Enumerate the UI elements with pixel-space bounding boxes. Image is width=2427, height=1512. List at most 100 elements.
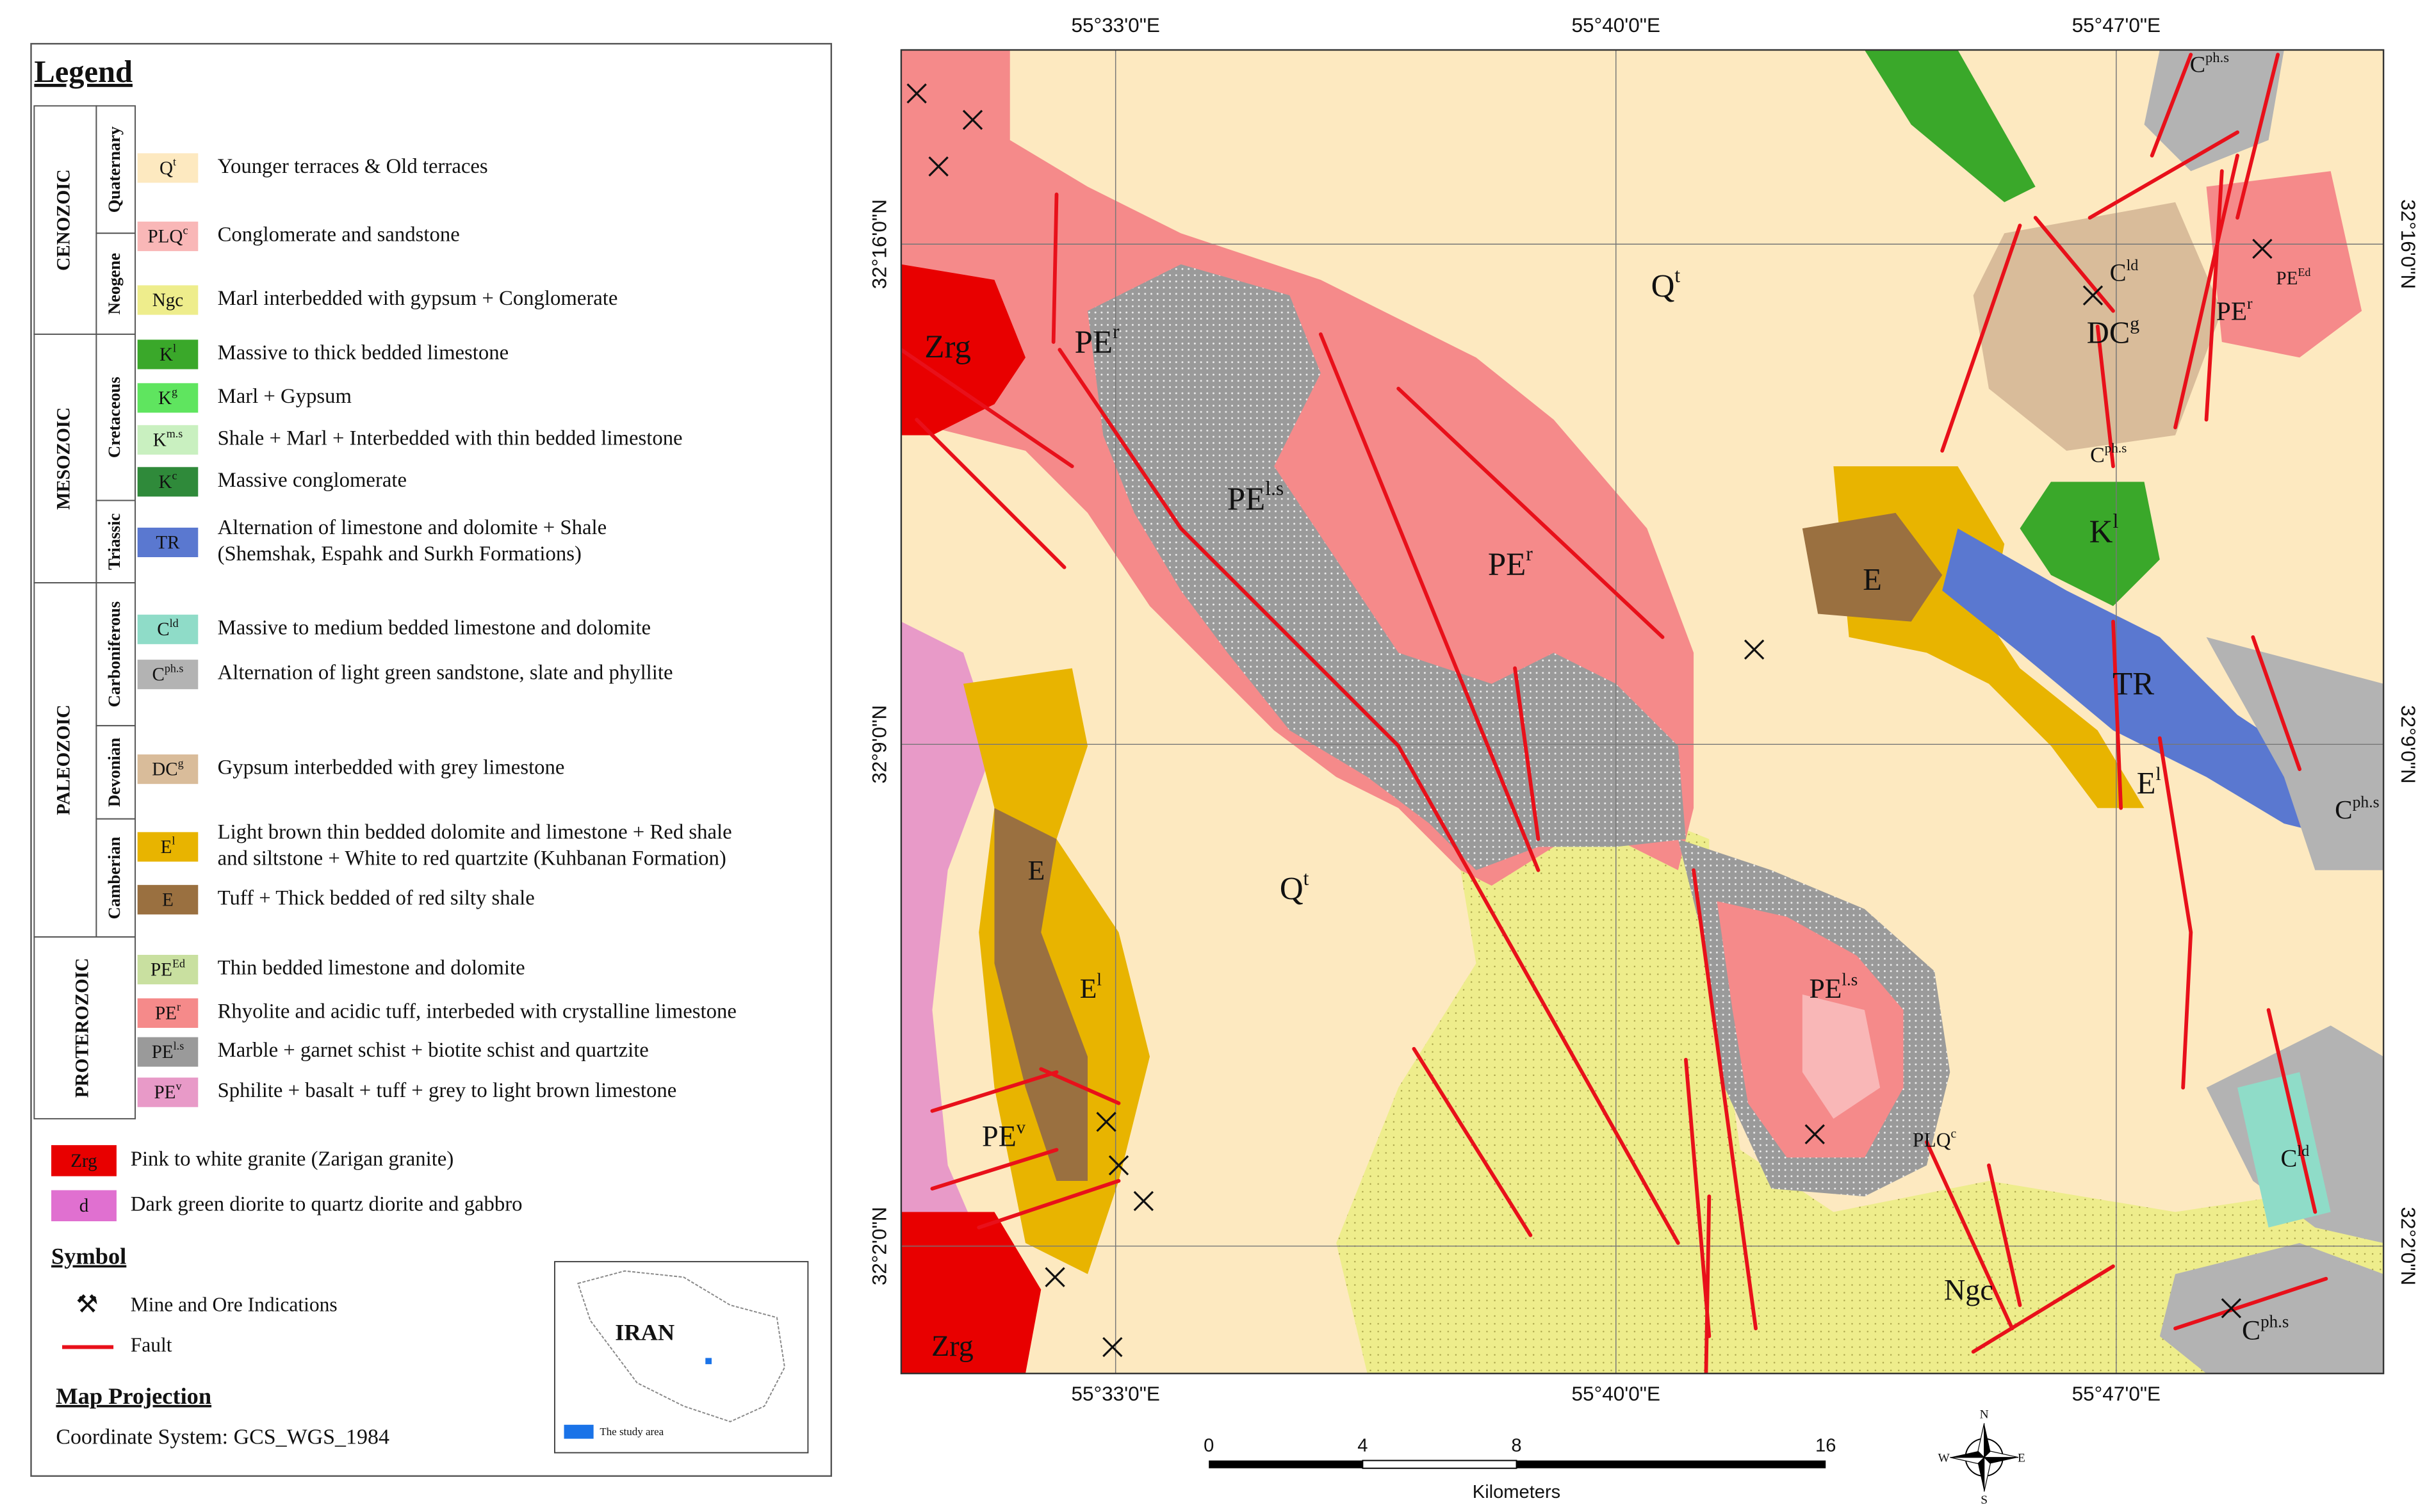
legend-symbol-sup: m.s xyxy=(167,427,183,440)
inset-map xyxy=(554,1261,809,1454)
latitude-label: 32°16'0"N xyxy=(868,199,891,289)
legend-description: Gypsum interbedded with grey limestone xyxy=(218,756,565,779)
map-unit-label-base: C xyxy=(2242,1315,2260,1346)
legend-swatch xyxy=(136,220,200,253)
map-unit-label-sup: t xyxy=(1674,264,1680,287)
map-unit-label: El xyxy=(1080,970,1102,1004)
period-cell xyxy=(95,500,136,584)
mine-indication xyxy=(1744,639,1765,660)
mine-indication xyxy=(1108,1155,1129,1176)
mine-indication xyxy=(2221,1298,2242,1319)
legend-description: Marl + Gypsum xyxy=(218,385,352,408)
legend-symbol-sup: g xyxy=(172,386,177,398)
map-unit-label-base: PE xyxy=(1075,325,1113,361)
mine-indication xyxy=(962,110,983,130)
map-unit-label-base: E xyxy=(1080,973,1097,1004)
map-unit-label: PEr xyxy=(2216,294,2253,326)
legend-description: Tuff + Thick bedded of red silty shale xyxy=(218,886,535,909)
longitude-label: 55°33'0"E xyxy=(1071,13,1159,37)
longitude-label: 55°40'0"E xyxy=(1572,13,1660,37)
legend-symbol: Kc xyxy=(158,469,177,492)
map-unit-label-base: Zrg xyxy=(931,1329,974,1362)
map-unit-label-sup: ph.s xyxy=(2105,440,2127,455)
scale-tick-label: 16 xyxy=(1815,1435,1836,1456)
legend-symbol-sup: ld xyxy=(170,617,179,630)
legend-swatch xyxy=(136,996,200,1030)
map-unit-label: Cph.s xyxy=(2190,49,2229,77)
era-cell xyxy=(33,936,136,1119)
legend-swatch xyxy=(136,883,200,916)
map-unit-label-base: Q xyxy=(1651,268,1675,304)
legend-swatch xyxy=(136,953,200,986)
legend-swatch xyxy=(51,1190,117,1222)
mine-indication xyxy=(2082,285,2104,305)
compass-letter: N xyxy=(1980,1408,1989,1422)
map-unit-label-sup: l xyxy=(2112,510,2118,532)
legend-description: Shale + Marl + Interbedded with thin bed… xyxy=(218,427,683,450)
legend-description: Marble + garnet schist + biotite schist … xyxy=(218,1039,649,1062)
legend-symbol-sup: g xyxy=(178,756,184,769)
period-cell xyxy=(95,232,136,335)
legend-symbol: Km.s xyxy=(153,427,183,450)
legend-swatch xyxy=(136,337,200,371)
legend-symbol-base: PE xyxy=(151,959,172,980)
map-unit-label: Cld xyxy=(2110,257,2139,287)
legend-swatch xyxy=(136,1036,200,1069)
map-unit-label-base: C xyxy=(2190,52,2205,77)
scale-bar xyxy=(1209,1459,1826,1469)
scale-tick-label: 4 xyxy=(1357,1435,1368,1456)
legend-symbol-base: Q xyxy=(159,158,173,178)
map-unit-label-sup: l xyxy=(2155,763,2161,784)
legend-symbol-base: K xyxy=(158,387,172,408)
legend-symbol-base: PE xyxy=(152,1042,174,1062)
latitude-label: 32°9'0"N xyxy=(868,705,891,784)
legend-symbol: Ngc xyxy=(152,290,184,311)
compass-letter: S xyxy=(1981,1493,1988,1507)
legend-symbol-sup: Ed xyxy=(172,957,185,970)
map-unit-label-sup: ph.s xyxy=(2205,49,2229,65)
map-unit-label-sup: r xyxy=(2247,294,2253,313)
period-cell xyxy=(95,818,136,938)
map-unit-label-sup: l.s xyxy=(1842,970,1858,989)
map-unit-label-base: C xyxy=(2281,1144,2298,1172)
scale-tick-label: 8 xyxy=(1511,1435,1521,1456)
period-name: Neogene xyxy=(104,253,124,314)
map-unit-label: Cph.s xyxy=(2335,792,2379,824)
map-unit-label: El xyxy=(2137,763,2161,801)
legend-description: Sphilite + basalt + tuff + grey to light… xyxy=(218,1079,677,1102)
legend-symbol-sup: r xyxy=(177,1000,181,1013)
map-unit-label-base: PE xyxy=(982,1119,1017,1152)
legend-symbol-sup: l.s xyxy=(174,1039,184,1052)
map-unit-label: PEl.s xyxy=(1809,970,1858,1004)
map-unit-label: PLQc xyxy=(1913,1128,1957,1151)
legend-swatch xyxy=(136,1076,200,1109)
legend-symbol: DCg xyxy=(152,756,183,779)
legend-swatch xyxy=(136,284,200,317)
period-name: Camberian xyxy=(104,836,124,919)
longitude-label: 55°47'0"E xyxy=(2072,1382,2161,1405)
legend-symbol-base: K xyxy=(153,430,167,450)
era-name: PROTEROZOIC xyxy=(72,958,93,1098)
mine-indication xyxy=(1804,1124,1825,1144)
legend-symbol-sup: t xyxy=(173,156,176,168)
legend-description: Younger terraces & Old terraces xyxy=(218,155,488,178)
legend-description: Pink to white granite (Zarigan granite) xyxy=(131,1148,454,1171)
longitude-label: 55°33'0"E xyxy=(1071,1382,1159,1405)
era-cell xyxy=(33,333,97,584)
legend-symbol-base: DC xyxy=(152,759,177,779)
legend-symbol-base: PE xyxy=(155,1003,177,1023)
legend-swatch xyxy=(136,658,200,691)
scale-unit: Kilometers xyxy=(1473,1482,1560,1502)
legend-swatch xyxy=(136,526,200,559)
map-unit-label: Zrg xyxy=(931,1329,974,1362)
symbol-label: Mine and Ore Indications xyxy=(131,1294,338,1316)
map-unit-label-base: E xyxy=(1863,563,1882,597)
legend-description: Thin bedded limestone and dolomite xyxy=(218,957,525,980)
legend-symbol: Kg xyxy=(158,386,177,409)
legend-symbol: TR xyxy=(156,532,180,553)
map-unit-label: PEv xyxy=(982,1118,1026,1152)
map-unit-label: Cph.s xyxy=(2242,1312,2289,1346)
map-unit-label-sup: r xyxy=(1526,542,1533,565)
map-unit-label-base: DC xyxy=(2087,316,2130,350)
map-unit-label-base: PE xyxy=(2276,268,2298,289)
